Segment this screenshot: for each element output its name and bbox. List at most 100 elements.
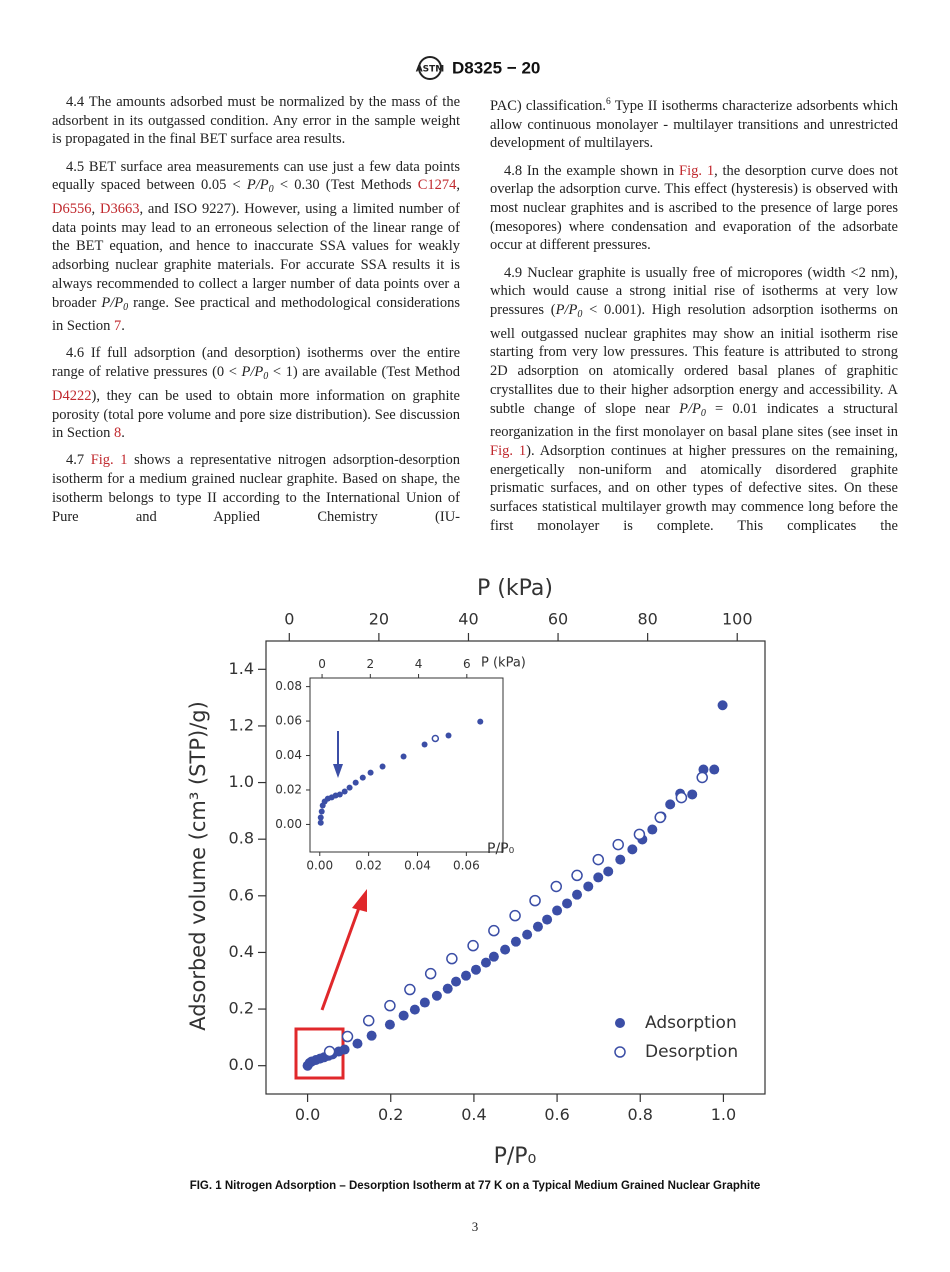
right-column: PAC) classification.6 Type II isotherms …	[490, 93, 898, 544]
text-run: = 0.01 indicates a structural reorganiza…	[490, 400, 898, 441]
data-point	[488, 951, 499, 962]
text-run: ), they can be used to obtain more infor…	[52, 387, 460, 442]
x-tick-label: 0.00	[306, 859, 333, 873]
legend-label: Adsorption	[645, 1013, 737, 1033]
data-point	[431, 990, 442, 1001]
data-point	[346, 784, 353, 791]
data-point	[461, 970, 472, 981]
paragraph: 4.4 The amounts adsorbed must be normali…	[52, 93, 460, 149]
text-run: P/P	[246, 177, 269, 194]
text-run: ,	[456, 177, 460, 194]
text-run: , the desorption curve does not overlap …	[490, 162, 898, 254]
x-tick-label: 0.8	[628, 1105, 653, 1124]
y-tick-label: 1.4	[229, 659, 254, 678]
data-point	[532, 921, 543, 932]
y-tick-label: 0.8	[229, 829, 254, 848]
data-point	[542, 914, 553, 925]
x-tick-label: 0.02	[355, 859, 382, 873]
plot-frame	[309, 677, 504, 853]
data-point	[400, 753, 407, 760]
text-run: 0	[123, 301, 129, 313]
data-point	[654, 811, 666, 824]
data-point	[419, 997, 430, 1008]
text-run: P/P	[555, 302, 578, 319]
text-run: range. See practical and methodological …	[52, 294, 461, 335]
legend-label: Desorption	[645, 1042, 738, 1062]
text-run: 0	[577, 309, 583, 321]
pointer-arrowhead	[352, 889, 367, 912]
data-point	[352, 1038, 363, 1049]
x2-tick-label: 40	[458, 610, 478, 629]
x2-tick-label: 20	[369, 610, 389, 629]
data-point	[424, 967, 437, 980]
data-point	[384, 1019, 395, 1030]
text-run: P/P	[679, 400, 701, 417]
x-tick-label: 0.6	[544, 1105, 569, 1124]
x2-tick-label: 2	[366, 657, 374, 671]
data-point	[341, 788, 348, 795]
data-point	[442, 983, 453, 994]
data-point	[522, 929, 533, 940]
link[interactable]: 7	[114, 318, 122, 335]
data-point	[571, 869, 583, 882]
link[interactable]: Fig. 1	[90, 452, 128, 469]
link[interactable]: Fig. 1	[490, 442, 527, 459]
y-tick-label: 0.02	[275, 782, 302, 796]
data-point	[409, 1004, 420, 1015]
text-run: ,	[91, 201, 100, 218]
paragraph: 4.7 Fig. 1 shows a representative nitrog…	[52, 451, 460, 526]
data-point	[603, 866, 614, 877]
x2-tick-label: 6	[463, 657, 471, 671]
data-point	[687, 789, 698, 800]
data-point	[593, 872, 604, 883]
x2-tick-label: 0	[318, 657, 326, 671]
data-point	[341, 1030, 354, 1043]
inset-arrowhead	[333, 764, 343, 778]
left-column: 4.4 The amounts adsorbed must be normali…	[52, 93, 460, 535]
y-tick-label: 0.0	[229, 1055, 254, 1074]
data-point	[615, 854, 626, 865]
text-run: 4.7	[66, 452, 91, 469]
data-point	[477, 718, 484, 725]
link[interactable]: Fig. 1	[679, 162, 715, 179]
x-tick-label: 1.0	[711, 1105, 736, 1124]
link[interactable]: D6556	[52, 201, 92, 218]
paragraph: 4.5 BET surface area measurements can us…	[52, 158, 460, 336]
text-run: 4.8 In the example shown in	[504, 162, 680, 179]
svg-text:ASTM: ASTM	[416, 65, 445, 75]
text-run: 4.9 Nuclear graphite is usually free of …	[490, 264, 898, 319]
data-point	[510, 936, 521, 947]
y-tick-label: 0.06	[275, 714, 302, 728]
text-run: 4.4 The amounts adsorbed must be normali…	[52, 94, 460, 148]
link[interactable]: D4222	[52, 387, 92, 404]
data-point	[647, 824, 658, 835]
text-run: , and ISO 9227). However, using a limite…	[52, 201, 461, 311]
data-point	[367, 769, 374, 776]
y-tick-label: 0.08	[275, 679, 302, 693]
x2-tick-label: 80	[637, 610, 657, 629]
data-point	[317, 814, 324, 821]
data-point	[500, 944, 511, 955]
data-point	[467, 939, 479, 952]
link[interactable]: 8	[114, 425, 122, 442]
data-point	[446, 952, 458, 965]
data-point	[480, 957, 491, 968]
legend-marker	[615, 1018, 625, 1028]
y-tick-label: 0.04	[275, 748, 302, 762]
text-run: 4.6 If full adsorption (and desorption) …	[52, 345, 460, 381]
caption: FIG. 1 Nitrogen Adsorption – Desorption …	[190, 1180, 761, 1192]
paragraph: PAC) classification.6 Type II isotherms …	[490, 93, 898, 153]
y-axis-title: Adsorbed volume (cm³ (STP)/g)	[186, 701, 210, 1031]
y-tick-label: 1.0	[229, 772, 254, 791]
data-point	[592, 853, 605, 866]
text-run: shows a representative nitrogen adsorpti…	[52, 452, 461, 525]
link[interactable]: C1274	[417, 177, 457, 194]
data-point	[323, 1045, 336, 1058]
text-run: 0	[700, 407, 706, 419]
inset-x-title: P/P₀	[487, 841, 515, 857]
link[interactable]: D3663	[99, 201, 140, 218]
x-tick-label: 0.04	[404, 859, 431, 873]
x2-axis-title: P (kPa)	[477, 576, 553, 601]
text-run: .	[121, 425, 125, 442]
data-point	[717, 700, 728, 711]
